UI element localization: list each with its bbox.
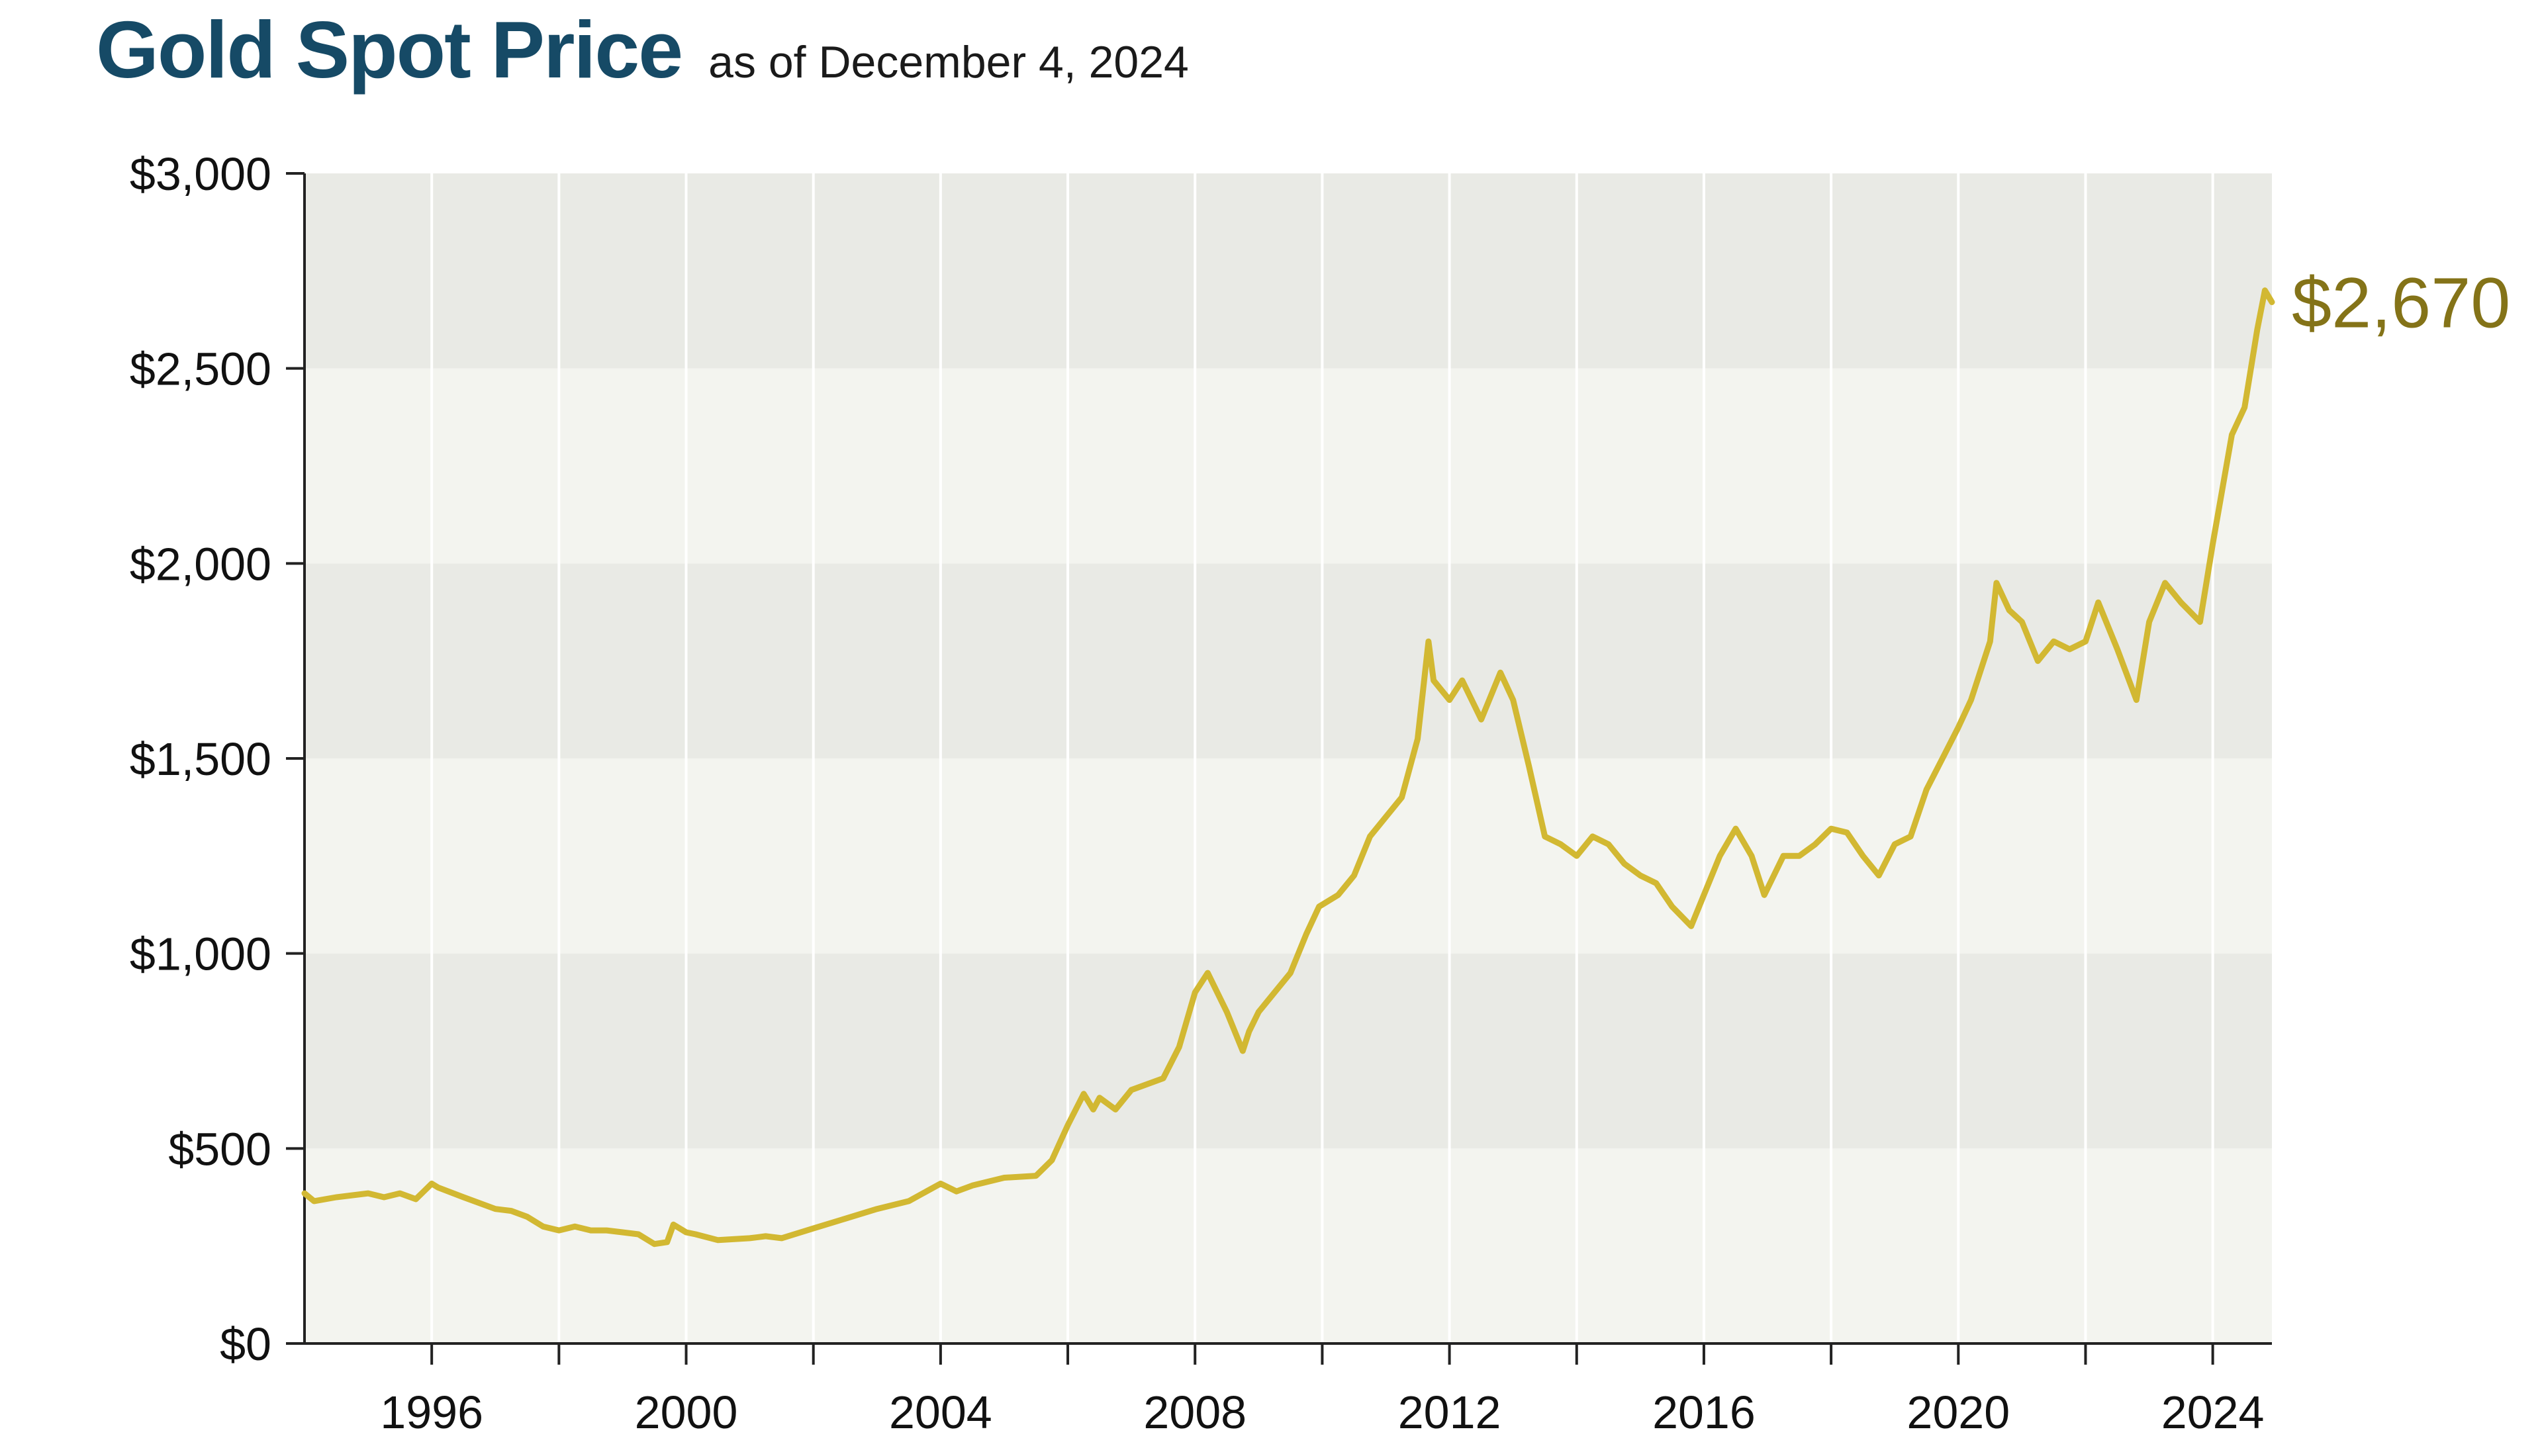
x-tick-label: 2012 bbox=[1398, 1387, 1501, 1438]
x-tick-label: 2000 bbox=[635, 1387, 738, 1438]
x-axis-tick-labels: 1996 2000 2004 2008 2012 2016 2020 2024 bbox=[380, 1387, 2264, 1438]
x-tick-label: 2008 bbox=[1143, 1387, 1247, 1438]
band-0-500 bbox=[305, 1148, 2272, 1343]
y-tick-label: $3,000 bbox=[130, 148, 271, 200]
x-tick-label: 2024 bbox=[2161, 1387, 2265, 1438]
price-line bbox=[301, 287, 2275, 1248]
x-tick-label: 2004 bbox=[889, 1387, 992, 1438]
band-500-1000 bbox=[305, 953, 2272, 1149]
x-tick-label: 2020 bbox=[1906, 1387, 2010, 1438]
band-1000-1500 bbox=[305, 758, 2272, 954]
band-2500-3000 bbox=[305, 173, 2272, 369]
band-1500-2000 bbox=[305, 563, 2272, 758]
y-tick-label: $500 bbox=[168, 1123, 271, 1175]
chart-title: Gold Spot Price bbox=[96, 5, 683, 95]
axes bbox=[286, 172, 2272, 1365]
end-value-label: $2,670 bbox=[2292, 262, 2510, 342]
vertical-gridlines bbox=[430, 173, 2214, 1343]
end-value-label-group: $2,670 bbox=[2292, 262, 2510, 342]
chart-subtitle: as of December 4, 2024 bbox=[708, 37, 1189, 87]
y-tick-label: $2,000 bbox=[130, 538, 271, 590]
y-tick-label: $1,000 bbox=[130, 929, 271, 980]
y-axis-tick-labels: $0 $500 $1,000 $1,500 $2,000 $2,500 $3,000 bbox=[130, 148, 271, 1370]
y-tick-label: $1,500 bbox=[130, 733, 271, 785]
y-tick-label: $0 bbox=[220, 1318, 271, 1370]
chart-header: Gold Spot Price as of December 4, 2024 bbox=[96, 0, 1189, 106]
price-series bbox=[301, 287, 2275, 1248]
y-tick-label: $2,500 bbox=[130, 343, 271, 395]
background-bands bbox=[305, 173, 2272, 1343]
band-2000-2500 bbox=[305, 368, 2272, 564]
x-tick-label: 2016 bbox=[1652, 1387, 1756, 1438]
x-tick-label: 1996 bbox=[380, 1387, 483, 1438]
